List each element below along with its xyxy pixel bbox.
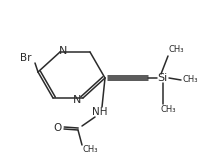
Text: CH₃: CH₃ [182, 75, 198, 84]
Text: CH₃: CH₃ [160, 105, 176, 114]
Text: NH: NH [92, 107, 108, 117]
Text: Si: Si [157, 73, 167, 83]
Text: Br: Br [20, 53, 32, 63]
Text: N: N [59, 46, 67, 56]
Text: CH₃: CH₃ [82, 145, 98, 154]
Text: CH₃: CH₃ [168, 45, 184, 54]
Text: O: O [54, 123, 62, 133]
Text: N: N [73, 95, 81, 105]
